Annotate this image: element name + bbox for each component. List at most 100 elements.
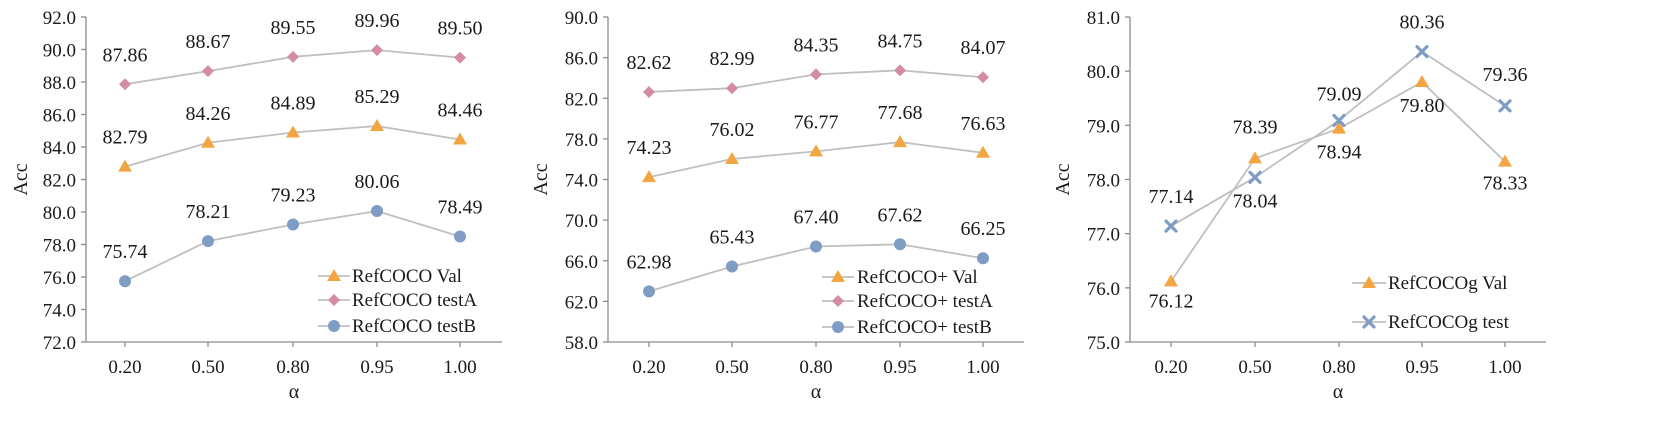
data-label: 79.80	[1400, 95, 1445, 117]
data-point	[810, 68, 822, 81]
data-point	[643, 285, 655, 298]
y-tick-label: 74.0	[565, 171, 598, 192]
data-point	[894, 64, 906, 77]
y-tick-label: 78.0	[565, 130, 598, 151]
data-point	[454, 51, 466, 64]
x-tick-label: 0.20	[1154, 357, 1187, 378]
series-refcoco-testa: 82.62 82.99 84.35 84.75 84.07	[627, 30, 1006, 98]
data-point	[286, 125, 300, 138]
x-tick-label: 0.95	[360, 357, 393, 378]
x-axis-title: α	[289, 381, 300, 403]
legend-entry: RefCOCO+ testB	[857, 317, 992, 338]
y-tick-label: 92.0	[43, 8, 76, 29]
data-label: 84.89	[271, 93, 316, 115]
y-tick-label: 76.0	[1087, 279, 1120, 300]
data-point	[1164, 274, 1178, 287]
data-label: 78.49	[438, 197, 483, 219]
data-label: 82.62	[627, 52, 672, 74]
y-tick-label: 80.0	[43, 203, 76, 224]
y-axis-title: Acc	[1052, 163, 1074, 195]
legend-entry: RefCOCO Val	[352, 266, 462, 287]
data-point	[809, 144, 823, 157]
data-label: 89.55	[271, 17, 316, 39]
x-tick-label: 1.00	[1488, 357, 1521, 378]
legend-entry: RefCOCO+ Val	[857, 267, 978, 288]
data-point	[1248, 170, 1262, 184]
y-tick-label: 77.0	[1087, 225, 1120, 246]
legend-marker	[1362, 276, 1376, 288]
data-label: 76.77	[794, 111, 839, 133]
x-tick-label: 0.50	[191, 357, 224, 378]
data-label: 77.14	[1149, 186, 1194, 208]
y-axis-title: Acc	[10, 163, 32, 195]
legend-marker	[327, 269, 341, 281]
legend: RefCOCOg Val RefCOCOg test	[1352, 273, 1510, 333]
data-point	[1164, 219, 1178, 233]
legend: RefCOCO+ Val RefCOCO+ testA RefCOCO+ testB	[822, 267, 993, 338]
data-point	[287, 218, 299, 231]
data-label: 80.36	[1400, 12, 1445, 34]
x-tick-label: 0.80	[1322, 357, 1355, 378]
x-axis-title: α	[1333, 381, 1344, 403]
data-point	[118, 159, 132, 172]
data-point	[371, 44, 383, 57]
data-label: 77.68	[878, 102, 923, 124]
y-tick-label: 62.0	[565, 292, 598, 313]
data-point	[1248, 151, 1262, 164]
y-tick-label: 78.0	[1087, 171, 1120, 192]
legend: RefCOCO Val RefCOCO testA RefCOCO testB	[318, 266, 477, 337]
series-refcocog-test: 77.14 78.04 79.09 80.36 79.36	[1149, 12, 1528, 233]
data-point	[894, 238, 906, 251]
x-tick-label: 0.95	[1405, 357, 1438, 378]
series-refcocog-val: 76.12 78.39 78.94 79.80 78.33	[1149, 75, 1528, 312]
series-refcoco-testb: 62.98 65.43 67.40 67.62 66.25	[627, 204, 1006, 298]
y-tick-label: 79.0	[1087, 116, 1120, 137]
y-tick-label: 82.0	[565, 89, 598, 110]
data-label: 78.04	[1233, 190, 1278, 212]
data-label: 78.94	[1317, 142, 1362, 164]
series-refcoco-testb: 75.74 78.21 79.23 80.06 78.49	[103, 171, 483, 288]
x-tick-label: 1.00	[443, 357, 476, 378]
y-tick-label: 75.0	[1087, 333, 1120, 354]
data-point	[810, 240, 822, 253]
legend-entry: RefCOCO+ testA	[857, 291, 993, 312]
data-label: 82.99	[710, 48, 755, 70]
y-tick-label: 82.0	[43, 171, 76, 192]
y-tick-label: 90.0	[43, 41, 76, 62]
series-refcoco-val: 74.23 76.02 76.77 77.68 76.63	[627, 102, 1006, 183]
y-tick-label: 90.0	[565, 8, 598, 29]
data-point	[1415, 75, 1429, 87]
data-label: 84.26	[186, 103, 231, 125]
legend-marker	[831, 270, 845, 282]
legend-marker	[1362, 315, 1376, 329]
x-tick-label: 1.00	[966, 357, 999, 378]
y-tick-label: 86.0	[43, 106, 76, 127]
data-label: 76.02	[710, 119, 755, 141]
data-label: 78.21	[186, 201, 231, 223]
legend-entry: RefCOCOg test	[1388, 312, 1510, 333]
y-axis-title: Acc	[530, 163, 552, 195]
data-point	[977, 252, 989, 265]
x-tick-label: 0.80	[799, 357, 832, 378]
x-tick-label: 0.20	[632, 357, 665, 378]
data-label: 84.75	[878, 30, 923, 52]
data-label: 79.23	[271, 185, 316, 207]
data-label: 67.40	[794, 207, 839, 229]
x-tick-label: 0.80	[276, 357, 309, 378]
data-point	[453, 132, 467, 145]
data-point	[893, 135, 907, 148]
y-tick-label: 86.0	[565, 49, 598, 70]
data-point	[119, 275, 131, 288]
y-tick-label: 58.0	[565, 333, 598, 354]
data-point	[202, 65, 214, 78]
x-tick-label: 0.50	[1238, 357, 1271, 378]
y-tick-label: 78.0	[43, 236, 76, 257]
data-label: 79.36	[1483, 64, 1528, 86]
y-tick-label: 72.0	[43, 333, 76, 354]
data-label: 74.23	[627, 137, 672, 159]
data-label: 89.96	[355, 10, 400, 32]
legend-marker	[328, 320, 340, 332]
legend-entry: RefCOCO testA	[352, 290, 477, 311]
data-point	[977, 71, 989, 84]
